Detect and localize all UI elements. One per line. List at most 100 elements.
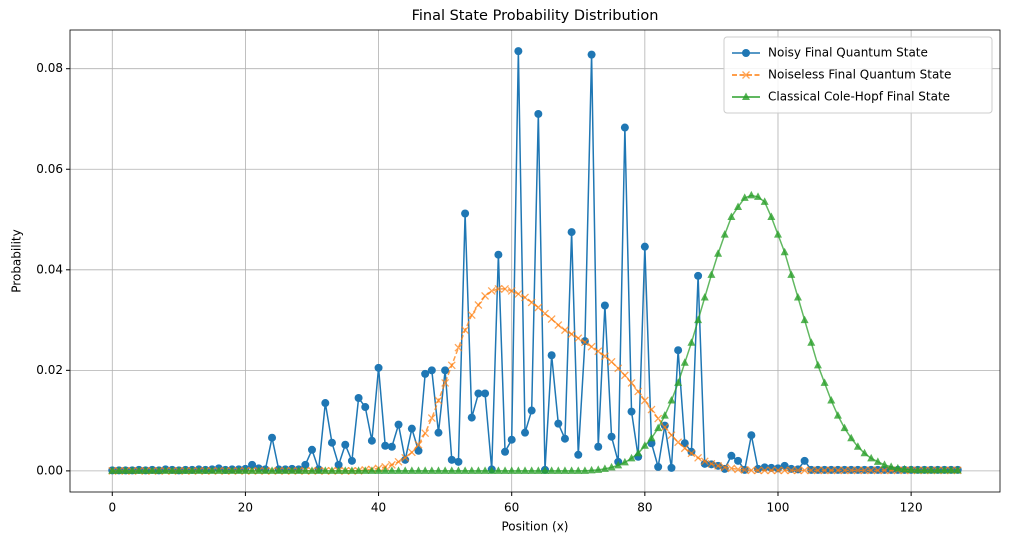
point [694, 453, 703, 462]
point [554, 419, 563, 428]
point [194, 466, 203, 474]
point [501, 447, 510, 456]
point [634, 387, 643, 396]
point [547, 315, 556, 324]
point [567, 466, 576, 474]
point [760, 197, 769, 205]
point [620, 371, 629, 380]
point [720, 230, 729, 238]
point [574, 466, 583, 474]
point [347, 466, 356, 474]
y-tick-label: 0.02 [36, 363, 63, 377]
point [407, 424, 416, 433]
point [740, 465, 749, 474]
point [927, 465, 936, 474]
point [607, 357, 616, 366]
point [527, 406, 536, 415]
point [660, 423, 669, 432]
point [374, 466, 383, 474]
point [367, 466, 376, 474]
y-tick-label: 0.08 [36, 61, 63, 75]
point [421, 369, 430, 378]
point [587, 465, 596, 474]
point [461, 326, 470, 335]
point [773, 230, 782, 238]
point [727, 212, 736, 221]
point [740, 193, 749, 201]
point [554, 321, 563, 330]
point [454, 466, 463, 474]
point [514, 466, 523, 474]
y-tick-label: 0.00 [36, 463, 63, 477]
point [760, 466, 769, 475]
point [534, 466, 543, 474]
point [387, 466, 396, 474]
point [421, 466, 430, 474]
point [600, 464, 609, 472]
point [367, 436, 376, 445]
point [534, 303, 543, 312]
point [754, 192, 763, 200]
point [880, 460, 889, 468]
point [327, 438, 336, 447]
point [707, 459, 716, 468]
legend-label: Noiseless Final Quantum State [768, 68, 951, 82]
point [521, 293, 529, 302]
point [600, 352, 609, 361]
x-tick-label: 100 [767, 501, 790, 515]
point [241, 466, 250, 474]
point [607, 432, 616, 441]
point [341, 466, 350, 474]
point [867, 453, 876, 462]
point [647, 405, 656, 414]
point [427, 466, 436, 474]
point [527, 466, 536, 474]
point [381, 466, 390, 474]
point [108, 466, 117, 474]
point [507, 435, 516, 444]
point [674, 378, 683, 386]
point [680, 439, 689, 448]
point [434, 428, 443, 437]
point [274, 466, 283, 474]
point [214, 466, 223, 474]
point [614, 460, 623, 469]
point [361, 403, 370, 412]
point [441, 466, 450, 474]
legend: Noisy Final Quantum State Noiseless Final… [723, 36, 993, 114]
point [807, 466, 816, 475]
legend-label: Noisy Final Quantum State [768, 46, 928, 60]
point [634, 448, 643, 457]
point [574, 334, 583, 343]
legend-marker [742, 92, 750, 100]
point [401, 466, 410, 474]
point [734, 456, 743, 465]
point [314, 466, 323, 474]
point [873, 457, 882, 465]
point [447, 466, 456, 474]
point [560, 466, 569, 474]
point [700, 457, 709, 466]
point [860, 466, 869, 475]
point [827, 466, 836, 475]
point [847, 466, 856, 475]
x-tick-label: 80 [637, 501, 652, 515]
point [654, 462, 663, 471]
point [467, 466, 476, 474]
point [261, 466, 270, 474]
point [414, 466, 423, 474]
point [727, 464, 736, 473]
point [933, 465, 942, 474]
point [161, 466, 170, 474]
point [800, 466, 809, 475]
legend-marker [742, 49, 750, 57]
point [754, 464, 763, 473]
point [734, 202, 743, 210]
point [660, 411, 669, 419]
point [567, 228, 576, 237]
point [787, 466, 796, 475]
point [627, 453, 636, 462]
point [774, 466, 782, 475]
plot-frame [69, 29, 1001, 493]
point [640, 441, 649, 449]
